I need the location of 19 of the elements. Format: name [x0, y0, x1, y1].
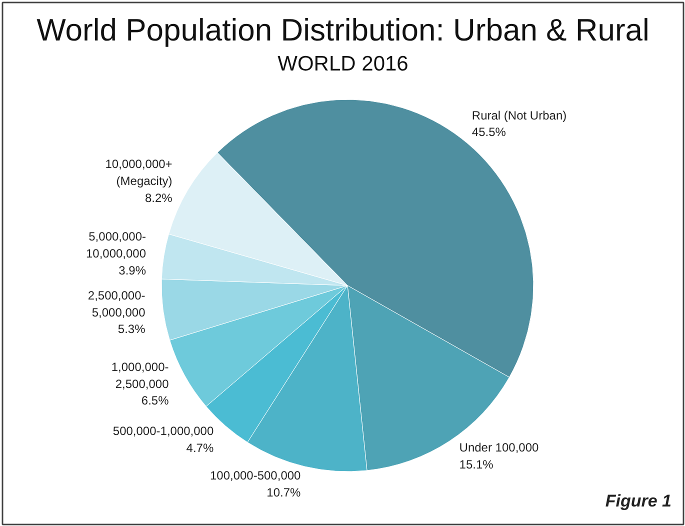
data-label: 3.9% — [118, 263, 146, 278]
slice-label: 10,000,000+ (Megacity) — [105, 157, 172, 188]
data-label: 8.2% — [144, 190, 173, 205]
data-label: 4.7% — [186, 440, 214, 455]
slice-label: 5,000,000- 10,000,000 — [86, 230, 146, 261]
caption: Figure 1 — [605, 492, 672, 510]
slice-label: 1,000,000- 2,500,000 — [111, 360, 170, 391]
data-label: 15.1% — [459, 458, 494, 472]
slice-label: Rural (Not Urban) — [472, 108, 567, 122]
slice-label: Under 100,000 — [459, 440, 540, 455]
data-label: 10.7% — [266, 485, 302, 500]
data-label: 6.5% — [141, 394, 170, 408]
slice-label: 2,500,000- 5,000,000 — [88, 288, 146, 320]
data-label: 5.3% — [118, 322, 146, 336]
data-label: 45.5% — [472, 125, 506, 140]
slice-label: 500,000-1,000,000 — [112, 424, 214, 438]
chart-title: World Population Distribution: Urban & Rural — [36, 12, 650, 48]
slice-label: 100,000-500,000 — [210, 468, 302, 483]
chart-subtitle: WORLD 2016 — [278, 52, 408, 76]
